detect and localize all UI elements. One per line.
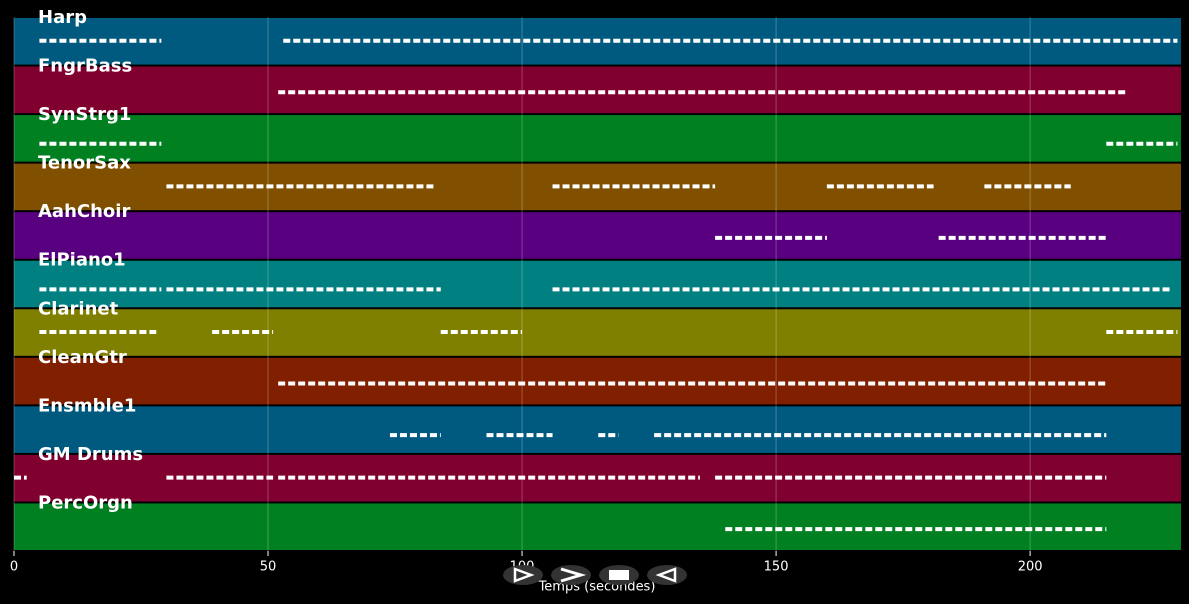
stop-icon (609, 570, 629, 580)
track-lane (14, 260, 1181, 308)
x-tick-label: 0 (10, 560, 18, 575)
track-lane (14, 115, 1181, 162)
player-controls (503, 565, 687, 585)
x-axis-label: Temps (secondes) (538, 580, 656, 595)
back-icon (655, 567, 677, 583)
track-name: PercOrgn (38, 492, 133, 513)
forward-icon (560, 567, 587, 583)
x-tick-label: 50 (260, 560, 277, 575)
track-name: CleanGtr (38, 347, 127, 368)
x-tick-label: 200 (1018, 560, 1043, 575)
track-lane (14, 406, 1181, 453)
track-lane (14, 66, 1181, 114)
play-icon (513, 567, 535, 583)
track-lane (14, 357, 1181, 405)
track-lane (14, 212, 1181, 259)
grid (13, 17, 1031, 551)
track-name: FngrBass (38, 56, 132, 77)
notes (14, 38, 1178, 532)
track-lane (14, 309, 1181, 356)
track-name: GM Drums (38, 444, 143, 465)
track-name: Ensmble1 (38, 395, 136, 416)
back-button[interactable] (647, 565, 687, 585)
track-lane (14, 503, 1181, 550)
track-name: TenorSax (38, 153, 131, 174)
x-tick-label: 150 (764, 560, 789, 575)
track-name: Harp (38, 7, 87, 28)
track-name: AahChoir (38, 201, 130, 222)
labels: Harp FngrBass SynStrg1 TenorSax AahChoir ElPi… (38, 7, 143, 513)
track-name: ElPiano1 (38, 250, 126, 271)
track-name: Clarinet (38, 298, 119, 319)
play-button[interactable] (503, 565, 543, 585)
axis: 050100150200 (10, 551, 1043, 575)
track-name: SynStrg1 (38, 104, 131, 125)
lanes (14, 18, 1181, 550)
